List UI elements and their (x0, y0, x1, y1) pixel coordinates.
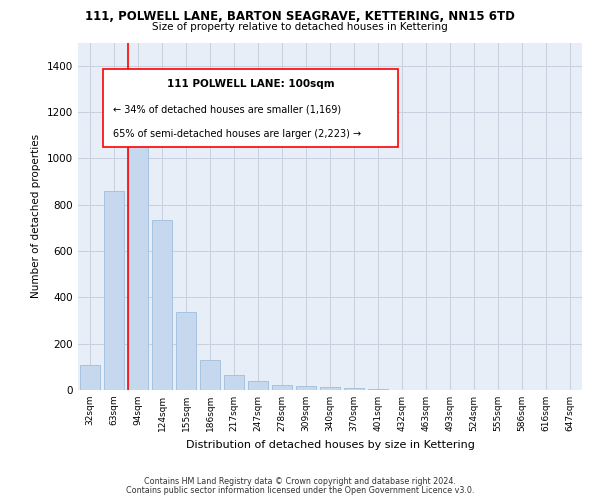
Bar (320, 387, 340, 390)
Bar (176, 312, 196, 390)
Bar (248, 381, 268, 390)
Text: 65% of semi-detached houses are larger (2,223) →: 65% of semi-detached houses are larger (… (113, 129, 361, 139)
Text: Contains public sector information licensed under the Open Government Licence v3: Contains public sector information licen… (126, 486, 474, 495)
Text: 111 POLWELL LANE: 100sqm: 111 POLWELL LANE: 100sqm (167, 78, 334, 88)
Text: Contains HM Land Registry data © Crown copyright and database right 2024.: Contains HM Land Registry data © Crown c… (144, 477, 456, 486)
X-axis label: Distribution of detached houses by size in Kettering: Distribution of detached houses by size … (185, 440, 475, 450)
Text: 111, POLWELL LANE, BARTON SEAGRAVE, KETTERING, NN15 6TD: 111, POLWELL LANE, BARTON SEAGRAVE, KETT… (85, 10, 515, 23)
FancyBboxPatch shape (103, 68, 398, 147)
Bar (152, 220, 172, 390)
Bar (128, 124, 148, 390)
Text: Size of property relative to detached houses in Kettering: Size of property relative to detached ho… (152, 22, 448, 32)
Bar (272, 385, 292, 390)
Bar (224, 375, 244, 390)
Bar (368, 389, 388, 390)
Bar (344, 388, 364, 390)
Bar (296, 386, 316, 390)
Y-axis label: Number of detached properties: Number of detached properties (31, 134, 41, 298)
Bar (80, 364, 100, 390)
Bar (200, 360, 220, 390)
Bar (104, 191, 124, 390)
Text: ← 34% of detached houses are smaller (1,169): ← 34% of detached houses are smaller (1,… (113, 104, 341, 114)
